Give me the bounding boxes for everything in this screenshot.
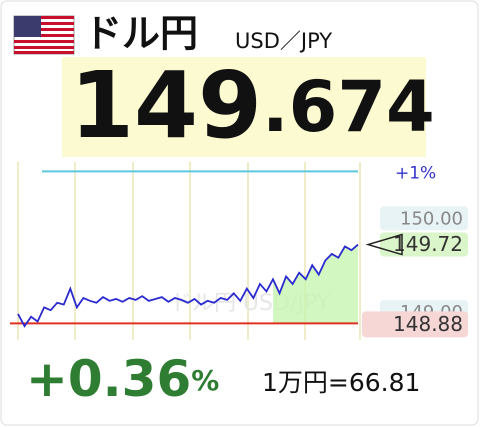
change-value: +0.36 <box>26 350 191 408</box>
change: +0.36% <box>26 350 219 408</box>
conversion: 1万円=66.81 <box>262 368 420 397</box>
y-tick-tag <box>380 206 468 231</box>
title: ドル円 <box>84 12 198 56</box>
price-line <box>17 243 359 328</box>
reference-label: 148.88 <box>393 312 463 336</box>
change-unit: % <box>191 364 219 397</box>
last-arrow <box>365 233 403 256</box>
price-main: 149 <box>70 52 262 159</box>
band-label: +1% <box>395 163 436 183</box>
pair: USD／JPY <box>235 29 332 53</box>
price-box <box>62 57 426 157</box>
y-tick-label: 150.00 <box>400 208 463 229</box>
reference-tag <box>362 311 468 338</box>
price-decimal: .674 <box>262 66 435 148</box>
last-label: 149.72 <box>393 232 463 256</box>
highlight-area <box>273 244 358 324</box>
flag <box>13 15 75 55</box>
price: 149.674 <box>70 52 435 159</box>
